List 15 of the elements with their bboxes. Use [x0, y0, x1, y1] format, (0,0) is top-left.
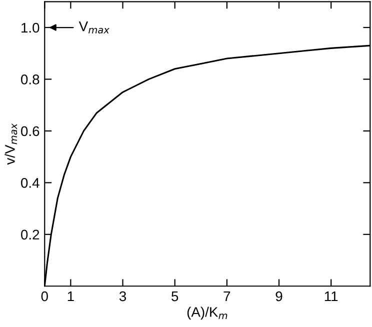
- y-tick-label: 1.0: [22, 22, 40, 33]
- y-axis-title: v/V$_{max}$: [4, 123, 18, 165]
- x-tick-label: 5: [172, 291, 178, 302]
- x-axis-title: (A)/K$_{m}$: [187, 306, 228, 320]
- x-tick-label: 9: [276, 291, 282, 302]
- y-tick-label: 0.6: [21, 126, 40, 136]
- y-tick-label: 0.2: [21, 230, 40, 240]
- y-tick-label: 0.8: [21, 74, 40, 84]
- x-tick-label: 11: [324, 291, 338, 302]
- x-tick-label: 1: [68, 291, 74, 302]
- y-tick-label: 0.4: [21, 178, 40, 188]
- x-tick-label: 7: [224, 291, 230, 302]
- x-tick-label: 0: [41, 291, 48, 302]
- x-tick-label: 3: [119, 291, 126, 302]
- annotation: V$_{max}$: [78, 22, 110, 34]
